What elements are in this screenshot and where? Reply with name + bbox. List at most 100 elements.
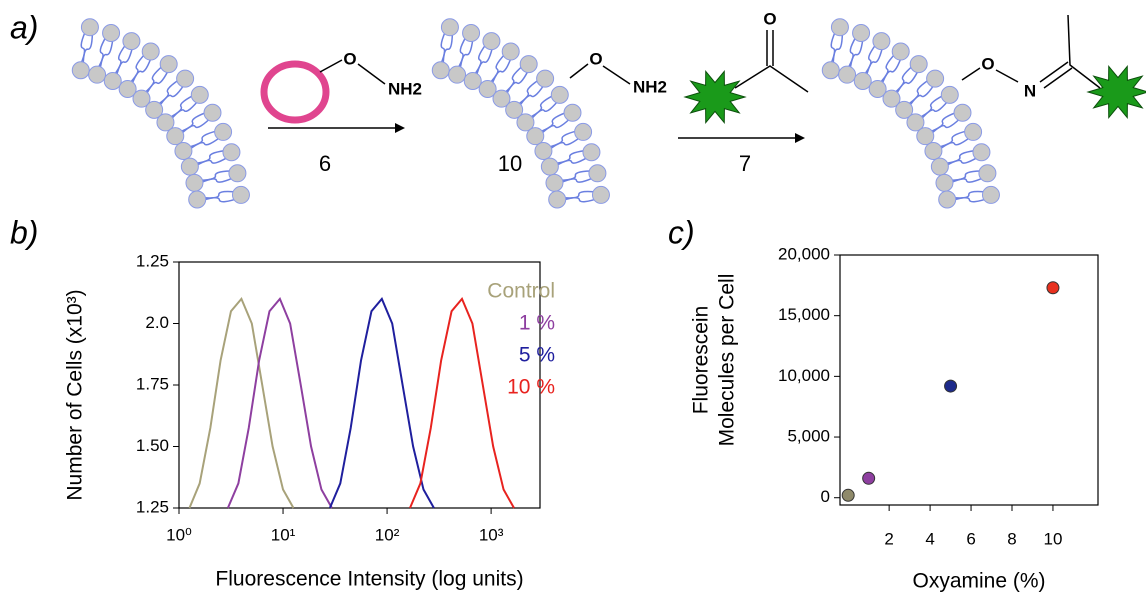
lipid-head bbox=[176, 69, 195, 88]
lipid-head bbox=[534, 141, 553, 160]
lipid-head bbox=[926, 69, 945, 88]
lipid-head bbox=[906, 113, 925, 132]
lipid-head bbox=[964, 122, 983, 141]
lipid-tail bbox=[166, 96, 202, 125]
lipid-tail bbox=[184, 133, 225, 154]
lipid-head bbox=[591, 185, 610, 204]
lipid-head bbox=[159, 55, 178, 74]
x-tick-label: 6 bbox=[966, 529, 975, 548]
lipid-tail bbox=[905, 79, 938, 113]
lipid-tail bbox=[489, 52, 514, 91]
y-tick-label: 20,000 bbox=[778, 244, 830, 263]
lipid-head bbox=[180, 157, 199, 176]
lipid-tail bbox=[484, 49, 510, 89]
lipid-tail bbox=[469, 39, 490, 81]
lipid-tail bbox=[182, 128, 223, 150]
lipid-tail bbox=[139, 61, 168, 98]
lipid-head bbox=[228, 164, 247, 183]
lipid-head bbox=[868, 79, 887, 98]
lipid-head bbox=[188, 190, 207, 209]
x-tick-label: 10³ bbox=[479, 525, 504, 544]
bond bbox=[1043, 67, 1073, 89]
x-tick-label: 10 bbox=[1043, 529, 1062, 548]
lipid-tail bbox=[129, 52, 154, 91]
lipid-tail bbox=[926, 114, 965, 139]
lipid-head bbox=[88, 65, 107, 84]
bond bbox=[357, 63, 386, 85]
data-point bbox=[1046, 281, 1060, 295]
y-tick-label: 0 bbox=[821, 487, 830, 506]
lipid-tail bbox=[554, 175, 599, 186]
lipid-head bbox=[145, 100, 164, 119]
lipid-tail bbox=[474, 42, 495, 83]
panel-label: c) bbox=[668, 214, 695, 250]
panel-label: a) bbox=[10, 9, 38, 45]
fluorophore bbox=[683, 69, 747, 125]
lipid-tail bbox=[114, 42, 135, 83]
bond bbox=[995, 69, 1019, 83]
lipid-tail bbox=[940, 153, 983, 170]
y-axis-title: Number of Cells (x10³) bbox=[64, 289, 87, 500]
lipid-head bbox=[492, 89, 511, 108]
lipid-tail bbox=[848, 33, 865, 76]
lipid-tail bbox=[548, 149, 591, 165]
legend-label: 10 % bbox=[507, 376, 555, 399]
lipid-head bbox=[588, 164, 607, 183]
y-axis-title: Molecules per Cell bbox=[716, 274, 739, 447]
y-tick-label: 1.75 bbox=[136, 374, 169, 393]
lipid-tail bbox=[557, 196, 602, 203]
atom: O bbox=[981, 54, 994, 73]
lipid-head bbox=[978, 164, 997, 183]
lipid-head bbox=[972, 143, 991, 162]
lipid-head bbox=[203, 103, 222, 122]
lipid-head bbox=[166, 127, 185, 146]
lipid-head bbox=[174, 141, 193, 160]
lipid-tail bbox=[454, 31, 470, 75]
lipid-tail bbox=[142, 65, 172, 101]
lipid-tail bbox=[901, 76, 934, 109]
lipid-tail bbox=[923, 109, 962, 135]
legend-label: Control bbox=[487, 280, 555, 303]
lipid-tail bbox=[188, 149, 231, 165]
lipid-tail bbox=[190, 153, 233, 170]
bond bbox=[569, 63, 589, 79]
lipid-head bbox=[852, 23, 871, 42]
lipid-tail bbox=[98, 33, 115, 76]
lipid-head bbox=[501, 42, 520, 61]
lipid-tail bbox=[553, 170, 597, 182]
lipid-head bbox=[519, 55, 538, 74]
lipid-tail bbox=[515, 79, 548, 113]
lipid-tail bbox=[77, 26, 89, 71]
atom: O bbox=[343, 49, 356, 68]
lipid-head bbox=[821, 61, 840, 80]
lipid-head bbox=[80, 18, 99, 37]
lipid-tail bbox=[502, 65, 532, 101]
legend-label: 5 % bbox=[519, 344, 555, 367]
lipid-tail bbox=[194, 175, 239, 186]
lipid-head bbox=[882, 89, 901, 108]
lipid-head bbox=[574, 122, 593, 141]
lipid-tail bbox=[864, 42, 885, 83]
x-tick-label: 4 bbox=[925, 529, 934, 548]
lipid-tail bbox=[946, 190, 991, 199]
compound-number: 7 bbox=[739, 151, 751, 176]
lipid-tail bbox=[94, 31, 110, 75]
histogram-line bbox=[188, 297, 295, 509]
compound-number: 10 bbox=[498, 151, 522, 176]
lipid-head bbox=[540, 157, 559, 176]
lipid-head bbox=[103, 71, 122, 90]
bond bbox=[1039, 61, 1069, 83]
ring bbox=[260, 60, 330, 124]
lipid-tail bbox=[892, 65, 922, 101]
x-tick-label: 10⁰ bbox=[166, 525, 192, 544]
lipid-head bbox=[924, 141, 943, 160]
lipid-head bbox=[838, 65, 857, 84]
bond bbox=[319, 59, 343, 73]
lipid-tail bbox=[511, 76, 544, 109]
lipid-head bbox=[478, 79, 497, 98]
legend-label: 1 % bbox=[519, 312, 555, 335]
lipid-tail bbox=[109, 39, 130, 81]
lipid-head bbox=[895, 100, 914, 119]
lipid-tail bbox=[197, 196, 242, 203]
